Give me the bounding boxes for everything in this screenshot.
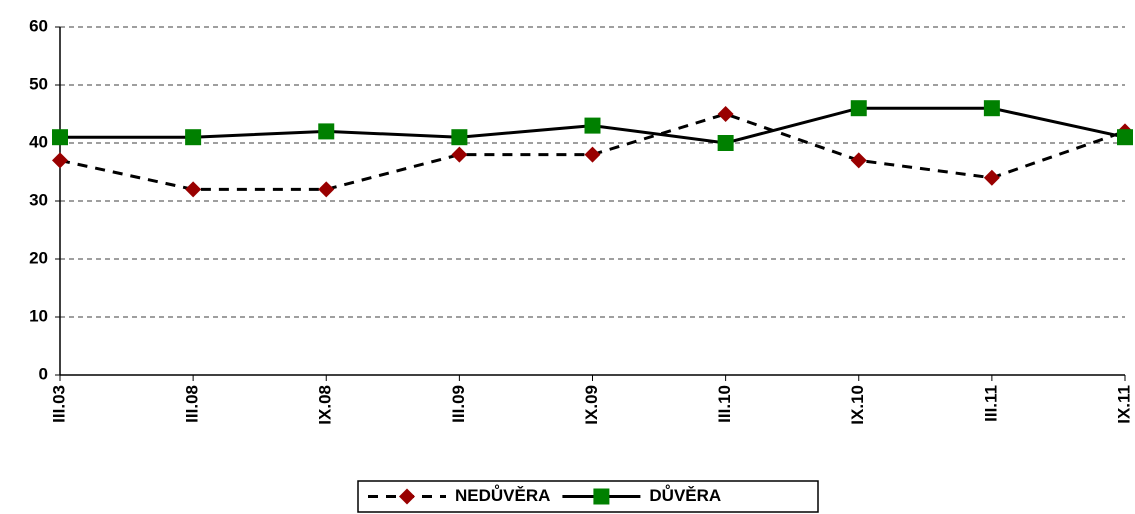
data-point — [584, 146, 601, 163]
data-point — [717, 135, 734, 151]
data-point — [983, 100, 1000, 117]
y-tick-label: 20 — [29, 248, 48, 267]
x-tick-label: III.08 — [183, 385, 202, 423]
legend-marker — [593, 488, 610, 505]
y-tick-label: 10 — [29, 306, 48, 325]
data-point — [850, 100, 867, 117]
y-tick-label: 30 — [29, 190, 48, 209]
data-point — [850, 152, 867, 169]
data-point — [451, 129, 468, 146]
data-point — [717, 106, 734, 122]
x-tick-label: III.11 — [981, 385, 1000, 422]
data-point — [451, 146, 468, 163]
data-point — [318, 123, 335, 140]
legend-label: NEDŮVĚRA — [455, 485, 550, 505]
legend: NEDŮVĚRA DŮVĚRA — [357, 480, 819, 513]
y-tick-label: 40 — [29, 132, 48, 151]
y-tick-label: 0 — [39, 364, 48, 383]
y-tick-label: 60 — [29, 16, 48, 35]
x-tick-label: IX.09 — [582, 385, 601, 425]
data-point — [185, 181, 202, 198]
x-tick-label: IX.11 — [1114, 385, 1133, 424]
x-tick-label: III.03 — [49, 385, 68, 423]
data-point — [983, 169, 1000, 186]
x-tick-label: IX.10 — [848, 385, 867, 425]
data-point — [318, 181, 335, 198]
y-tick-label: 50 — [29, 74, 48, 93]
x-tick-label: III.10 — [715, 385, 734, 423]
x-tick-label: IX.08 — [316, 385, 335, 425]
legend-marker — [399, 488, 415, 505]
data-point — [1117, 129, 1133, 146]
data-point — [52, 129, 68, 146]
legend-label: DŮVĚRA — [649, 485, 721, 505]
data-point — [52, 152, 68, 169]
data-point — [584, 117, 601, 134]
data-point — [185, 129, 202, 146]
x-tick-label: III.09 — [449, 385, 468, 423]
